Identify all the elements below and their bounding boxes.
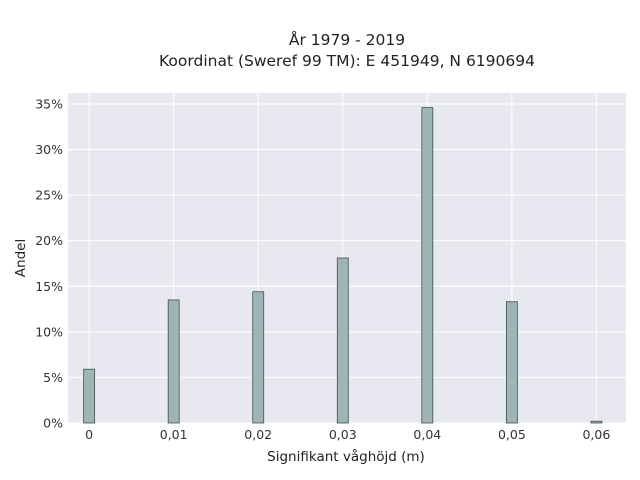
chart-title-line2: Koordinat (Sweref 99 TM): E 451949, N 61… [159,52,535,70]
x-tick-labels: 0 0,01 0,02 0,03 0,04 0,05 0,06 [85,427,610,442]
histogram-bar [590,420,603,424]
histogram-bar [167,299,180,424]
y-tick-label: 25% [35,188,63,203]
x-tick-label: 0,05 [498,427,526,442]
y-tick-label: 15% [35,279,63,294]
x-tick-label: 0,06 [582,427,610,442]
y-tick-label: 5% [43,370,63,385]
x-tick-label: 0 [85,427,93,442]
y-tick-label: 20% [35,233,63,248]
y-tick-labels: 0% 5% 10% 15% 20% 25% 30% 35% [35,96,63,430]
x-tick-label: 0,02 [244,427,272,442]
x-tick-label: 0,04 [413,427,441,442]
chart-title-line1: År 1979 - 2019 [289,30,405,49]
histogram-bar [421,107,434,424]
histogram-bar [83,368,96,424]
x-tick-label: 0,01 [160,427,188,442]
x-tick-label: 0,03 [329,427,357,442]
histogram-bar [252,291,265,424]
y-axis-label: Andel [13,239,29,277]
histogram-bar [505,301,518,424]
y-tick-label: 0% [43,416,63,431]
y-tick-label: 35% [35,96,63,111]
bars [83,107,603,424]
x-axis-label: Signifikant våghöjd (m) [267,448,425,465]
y-tick-label: 10% [35,324,63,339]
y-tick-label: 30% [35,142,63,157]
histogram-bar [336,257,349,424]
